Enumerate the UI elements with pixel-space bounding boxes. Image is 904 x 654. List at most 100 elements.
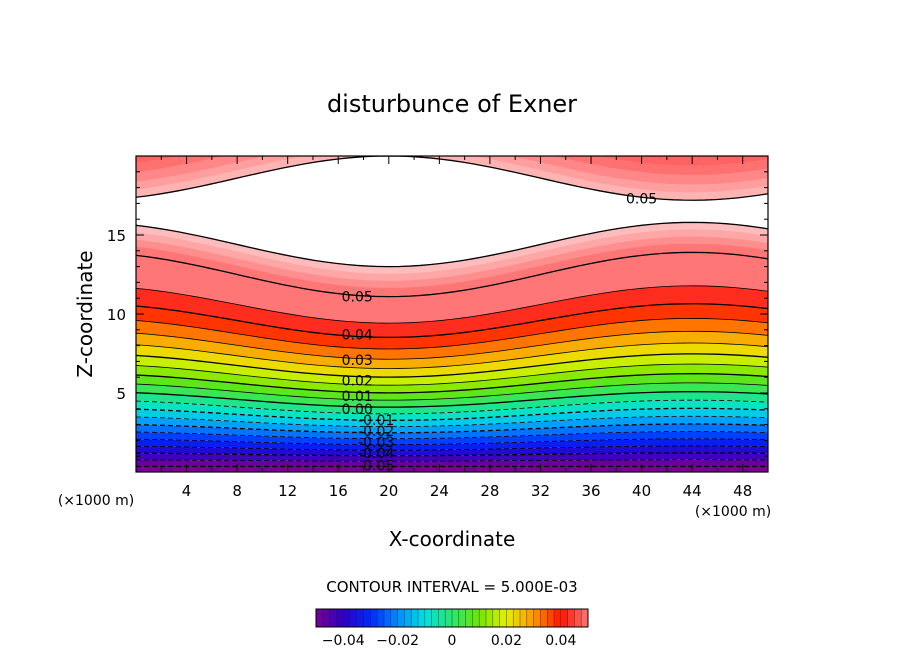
- contour-label: -0.02: [358, 424, 394, 440]
- x-tick-label: 44: [683, 482, 702, 500]
- x-tick-label: 8: [232, 482, 242, 500]
- colorbar-segment: [479, 609, 487, 627]
- colorbar-segment: [472, 609, 480, 627]
- x-tick-label: 32: [531, 482, 550, 500]
- contour-label: 0.02: [342, 373, 373, 389]
- x-axis-label: X-coordinate: [389, 527, 516, 551]
- colorbar-tick-label: 0: [448, 633, 457, 649]
- contour-band: [136, 400, 768, 421]
- contour-band: [136, 303, 768, 350]
- contour-band: [136, 382, 768, 408]
- contour-line: [136, 399, 768, 415]
- contour-label: -0.05: [358, 459, 394, 475]
- contour-line: [136, 391, 768, 408]
- x-tick-label: 36: [581, 482, 600, 500]
- colorbar-segment: [424, 609, 433, 627]
- colorbar-segment: [574, 609, 582, 627]
- contour-line: [136, 423, 768, 434]
- contour-label: 0.04: [342, 328, 373, 344]
- contour-label: -0.03: [358, 435, 394, 451]
- chart-title: disturbunce of Exner: [327, 90, 577, 118]
- colorbar-segment: [370, 609, 378, 627]
- contour-line: [136, 318, 768, 350]
- contour-line: [136, 431, 768, 440]
- colorbar-segment: [356, 609, 365, 627]
- contour-interval-label: CONTOUR INTERVAL = 5.000E-03: [326, 578, 577, 596]
- contour-band: [136, 416, 768, 433]
- contour-line: [136, 221, 768, 268]
- colorbar-segment: [526, 609, 535, 627]
- contour-line: [136, 407, 768, 422]
- x-tick-label: 20: [379, 482, 398, 500]
- contour-line: [136, 156, 768, 201]
- contour-line: [136, 285, 768, 324]
- contour-label: 0.00: [342, 402, 373, 418]
- y-unit-label: (×1000 m): [695, 504, 771, 520]
- colorbar-tick-label: 0.02: [491, 633, 522, 649]
- colorbar-segment: [506, 609, 514, 627]
- colorbar-segment: [547, 609, 555, 627]
- contour-line: [136, 373, 768, 394]
- contour-band: [136, 285, 768, 338]
- colorbar-segment: [567, 609, 575, 627]
- colorbar-segment: [363, 609, 371, 627]
- colorbar-segment: [492, 609, 501, 627]
- contour-line: [136, 415, 768, 428]
- colorbar-segment: [499, 609, 507, 627]
- contour-band: [136, 353, 768, 386]
- colorbar-segment: [445, 609, 453, 627]
- contour-line: [136, 342, 768, 369]
- x-tick-label: 4: [182, 482, 192, 500]
- contour-label: -0.04: [358, 446, 394, 462]
- contour-band: [136, 373, 768, 401]
- contour-band: [136, 452, 768, 462]
- colorbar-segment: [397, 609, 405, 627]
- contour-line: [136, 353, 768, 378]
- contour-line-layer: [136, 156, 768, 468]
- contour-line: [136, 438, 768, 445]
- colorbar-segment: [438, 609, 446, 627]
- contour-line: [136, 303, 768, 339]
- contour-band: [136, 318, 768, 360]
- contour-band: [136, 343, 768, 378]
- contour-band: [136, 364, 768, 393]
- x-tick-label: 40: [632, 482, 651, 500]
- colorbar-segment: [316, 609, 324, 627]
- y-axis-ticks: 5 10 15: [107, 171, 768, 457]
- contour-label: 0.01: [342, 389, 373, 405]
- colorbar-segment: [554, 609, 562, 627]
- y-axis-label: Z-coordinate: [73, 250, 97, 377]
- colorbar-segment: [431, 609, 439, 627]
- colorbar-tick-label: −0.04: [322, 633, 365, 649]
- colorbar-segment: [329, 609, 337, 627]
- colorbar-segment: [465, 609, 473, 627]
- colorbar-segment: [404, 609, 412, 627]
- colorbar-segment: [390, 609, 399, 627]
- x-axis-ticks: 4 8 12 16 20 24 28 32 36 40 44 48: [160, 156, 752, 500]
- contour-band: [136, 465, 768, 472]
- colorbar: [315, 609, 589, 627]
- contour-band: [136, 156, 768, 175]
- colorbar-segment: [513, 609, 521, 627]
- x-tick-label: 24: [430, 482, 449, 500]
- contour-label: -0.01: [358, 413, 394, 429]
- contour-line: [136, 363, 768, 386]
- contour-line: [136, 382, 768, 401]
- x-tick-label: 28: [480, 482, 499, 500]
- y-tick-label: 10: [107, 306, 126, 324]
- x-tick-label: 48: [733, 482, 752, 500]
- contour-band: [136, 331, 768, 369]
- colorbar-segment: [520, 609, 528, 627]
- contour-band: [136, 391, 768, 414]
- contour-band: [136, 408, 768, 427]
- colorbar-segment: [533, 609, 541, 627]
- x-tick-label: 12: [278, 482, 297, 500]
- contour-band: [136, 459, 768, 467]
- colorbar-segment: [350, 609, 358, 627]
- colorbar-segment: [452, 609, 460, 627]
- contour-line: [136, 459, 768, 462]
- colorbar-tick-label: 0.04: [545, 633, 576, 649]
- contour-line: [136, 452, 768, 457]
- contour-band: [136, 424, 768, 439]
